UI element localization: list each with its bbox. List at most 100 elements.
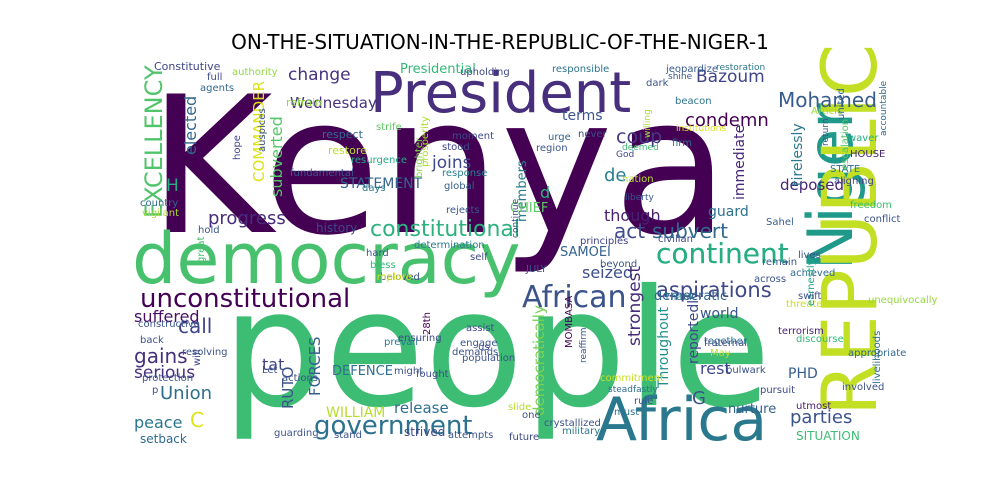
cloud-word: condemn — [685, 110, 769, 131]
cloud-word: constructive — [138, 319, 200, 330]
cloud-word: reportedly — [686, 292, 702, 364]
cloud-word: united — [836, 88, 847, 120]
cloud-word: coup — [616, 126, 662, 148]
cloud-word: CHIEF — [510, 201, 548, 216]
cloud-word: will — [192, 349, 203, 366]
cloud-word: 28th — [422, 312, 433, 335]
cloud-word: democratic — [654, 289, 727, 304]
cloud-word: beloved — [380, 272, 420, 283]
cloud-word: G — [692, 388, 706, 409]
cloud-word: tat — [262, 355, 284, 374]
cloud-word: one — [522, 410, 541, 421]
cloud-word: Wednesday — [290, 94, 377, 112]
cloud-word: guard — [708, 204, 749, 220]
cloud-word: continent — [656, 237, 789, 270]
cloud-word: immediate — [732, 125, 748, 200]
cloud-word: might — [394, 366, 423, 377]
figure-title: ON-THE-SITUATION-IN-THE-REPUBLIC-OF-THE-… — [231, 30, 769, 54]
cloud-word: PHD — [788, 366, 818, 382]
cloud-word: African — [522, 280, 627, 315]
cloud-word: population — [462, 353, 515, 364]
cloud-word: people — [222, 256, 771, 444]
cloud-word: slide — [508, 402, 531, 413]
cloud-word: call — [178, 314, 212, 338]
cloud-word: continent — [656, 237, 789, 270]
cloud-word: democratically — [530, 305, 548, 416]
cloud-word: resurgence — [351, 155, 407, 166]
cloud-word: unequivocally — [868, 295, 938, 306]
cloud-word: auspices — [257, 108, 268, 152]
cloud-word: attempts — [448, 430, 493, 441]
cloud-word: brighter — [414, 137, 425, 178]
cloud-word: prevail — [384, 337, 418, 348]
cloud-word: firm — [672, 138, 692, 149]
cloud-word: de — [604, 165, 627, 186]
cloud-word: utmost — [796, 401, 831, 412]
cloud-word: STATE — [830, 164, 860, 175]
cloud-word: joins — [431, 153, 472, 173]
cloud-word: release — [394, 399, 449, 417]
cloud-word: MOMBASA — [564, 296, 575, 348]
cloud-word: full — [207, 72, 222, 83]
cloud-word: serious — [134, 363, 195, 383]
cloud-word: rule — [634, 396, 653, 407]
cloud-word: deposed — [780, 176, 844, 194]
cloud-word: Union — [160, 383, 212, 404]
cloud-word: dark — [646, 78, 669, 89]
cloud-word: REPUBLIC — [805, 44, 894, 416]
cloud-word: RUTO — [279, 367, 297, 409]
cloud-word: stood — [442, 142, 470, 153]
cloud-word: threaten — [786, 299, 829, 310]
cloud-word: prosperity — [420, 116, 431, 167]
cloud-word: suffered — [134, 307, 200, 326]
cloud-word: d — [540, 183, 550, 202]
cloud-word: Thank — [663, 292, 695, 303]
cloud-word: future — [509, 432, 539, 443]
cloud-word: civilian — [658, 234, 693, 245]
cloud-word: back — [140, 335, 164, 346]
cloud-word: ensuring — [398, 333, 442, 344]
cloud-word: actions — [282, 373, 318, 384]
cloud-word: hold — [198, 225, 220, 236]
cloud-word: Niger — [794, 103, 867, 270]
cloud-word: Bazoum — [696, 67, 765, 87]
cloud-word: May — [710, 348, 731, 359]
cloud-word: elected — [181, 96, 200, 155]
cloud-word: stand — [334, 430, 362, 441]
cloud-word: SITUATION — [796, 429, 860, 443]
cloud-word: peace — [134, 413, 182, 432]
cloud-word: strongest — [625, 266, 645, 346]
cloud-word: achieved — [790, 268, 835, 279]
cloud-word: response — [442, 168, 487, 179]
cloud-word: upholding — [460, 67, 510, 78]
cloud-word: reaffirm — [579, 327, 589, 363]
cloud-word: COMMANDER — [250, 81, 268, 182]
cloud-word: willing — [643, 109, 653, 138]
cloud-word: C — [190, 408, 204, 432]
cloud-word: military — [562, 426, 600, 437]
cloud-word: self — [470, 252, 488, 263]
cloud-word: members — [515, 160, 530, 222]
cloud-word: history — [316, 221, 357, 235]
cloud-word: determination — [414, 240, 485, 251]
cloud-word: swift — [798, 291, 822, 302]
cloud-word: gains — [134, 344, 188, 368]
cloud-word: unconstitutional — [140, 284, 350, 314]
cloud-word: restore — [328, 144, 367, 157]
cloud-word: days — [362, 183, 386, 194]
cloud-word: HOUSE — [850, 149, 885, 160]
cloud-word: constitutional — [370, 217, 520, 242]
cloud-word: nation — [622, 174, 654, 185]
cloud-word: though — [604, 206, 661, 225]
cloud-word: involved — [842, 382, 884, 393]
cloud-word: crystallized — [544, 418, 601, 429]
cloud-word: never — [578, 129, 608, 140]
cloud-word: setback — [140, 432, 187, 446]
cloud-word: SAMOEI — [560, 245, 611, 260]
cloud-word: terrorism — [778, 326, 824, 337]
cloud-word: pursuit — [760, 385, 795, 396]
cloud-word: God — [616, 150, 634, 160]
cloud-word: EXCELLENCY — [140, 65, 168, 218]
cloud-word: respect — [322, 128, 364, 141]
cloud-word: principles — [580, 236, 628, 247]
